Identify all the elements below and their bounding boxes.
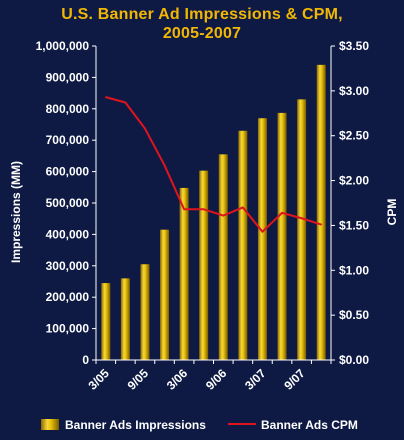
y-tick-label: 900,000 (46, 70, 90, 84)
y-tick-label: 0 (82, 353, 89, 367)
y2-tick-label: $1.00 (339, 263, 369, 277)
bar (277, 112, 287, 361)
y2-tick-label: $0.50 (339, 308, 369, 322)
bar (218, 154, 228, 360)
y-axis-label: Impressions (MM) (9, 161, 23, 263)
y2-tick-label: $3.50 (339, 39, 369, 53)
cpm-point (242, 206, 244, 209)
y-tick-label: 400,000 (46, 227, 90, 241)
cpm-point (124, 101, 127, 104)
legend-swatch-impressions (41, 419, 59, 430)
x-tick-label: 9/05 (125, 366, 152, 393)
x-tick-label: 9/06 (203, 366, 230, 393)
y-tick-label: 200,000 (46, 290, 90, 304)
y2-tick-label: $1.50 (339, 218, 369, 232)
y2-tick-label: $3.00 (339, 84, 369, 98)
x-tick-label: 3/06 (164, 366, 191, 393)
y-tick-label: 300,000 (46, 259, 90, 273)
cpm-point (202, 208, 205, 211)
cpm-point (222, 214, 225, 217)
cpm-point (320, 223, 323, 226)
y-tick-label: 1,000,000 (36, 39, 90, 53)
chart-subtitle: 2005-2007 (162, 25, 242, 42)
y-tick-label: 100,000 (46, 322, 90, 336)
bar (101, 283, 111, 360)
cpm-point (183, 208, 185, 211)
bar (316, 64, 326, 360)
legend: Banner Ads Impressions Banner Ads CPM (41, 418, 358, 432)
y2-tick-label: $2.50 (339, 129, 369, 143)
bar (238, 130, 248, 360)
y-tick-label: 600,000 (46, 165, 90, 179)
y2-tick-label: $2.00 (339, 174, 369, 188)
legend-label-impressions: Banner Ads Impressions (65, 418, 206, 432)
bar (160, 229, 170, 360)
bar (140, 264, 150, 360)
cpm-point (281, 212, 283, 214)
y-tick-label: 800,000 (46, 102, 90, 116)
y2-axis-label: CPM (385, 199, 399, 226)
y-tick-label: 500,000 (46, 196, 90, 210)
bar (257, 118, 267, 360)
cpm-point (144, 127, 146, 130)
cpm-line (105, 96, 322, 233)
x-tick-label: 3/07 (242, 366, 269, 393)
bar (297, 99, 307, 360)
chart-title: U.S. Banner Ad Impressions & CPM, (61, 6, 343, 23)
cpm-point (104, 96, 107, 98)
legend-label-cpm: Banner Ads CPM (261, 418, 358, 432)
cpm-point (300, 217, 303, 220)
y2-tick-label: $0.00 (339, 353, 369, 367)
bar (179, 187, 189, 360)
bar (199, 170, 209, 360)
y-tick-label: 700,000 (46, 133, 90, 147)
x-tick-label: 3/05 (85, 366, 112, 393)
cpm-point (163, 164, 166, 167)
x-tick-label: 9/07 (281, 366, 308, 393)
cpm-point (261, 230, 264, 233)
bar (120, 278, 130, 360)
